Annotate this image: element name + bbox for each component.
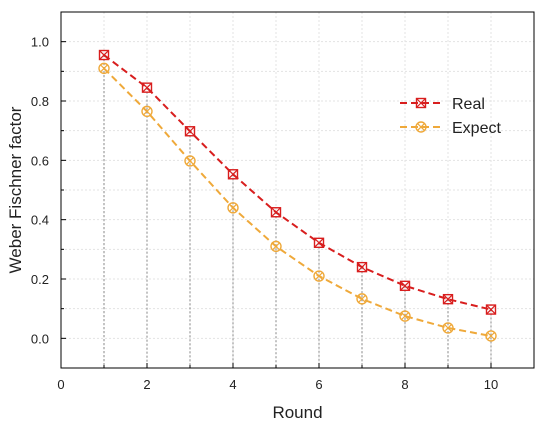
marker-expect	[442, 322, 454, 334]
x-tick-label: 10	[484, 377, 498, 392]
x-tick-label: 6	[315, 377, 322, 392]
legend-marker-expect	[415, 121, 427, 133]
marker-real	[399, 280, 411, 292]
legend-item-expect: Expect	[400, 120, 501, 137]
series-layer	[98, 49, 497, 342]
marker-real	[270, 207, 282, 218]
y-tick-label: 0.4	[31, 213, 49, 228]
marker-expect	[98, 62, 110, 75]
marker-real	[356, 261, 368, 273]
y-tick-label: 0.6	[31, 153, 49, 168]
marker-expect	[313, 270, 325, 282]
series-line-real	[103, 54, 492, 311]
drop-lines	[103, 55, 492, 368]
marker-expect	[141, 105, 153, 118]
x-tick-label: 2	[143, 377, 150, 392]
marker-real	[141, 82, 153, 93]
y-axis-title: Weber Fischner factor	[6, 106, 25, 273]
y-tick-label: 0.8	[31, 94, 49, 109]
x-tick-label: 8	[401, 377, 408, 392]
marker-expect	[485, 330, 497, 342]
y-tick-label: 1.0	[31, 35, 49, 50]
marker-expect	[399, 310, 411, 322]
marker-expect	[270, 240, 282, 253]
legend: Real Expect	[400, 96, 501, 137]
series-line-expect	[103, 67, 492, 337]
legend-marker-real	[415, 97, 427, 109]
marker-real	[485, 304, 497, 315]
legend-label-expect: Expect	[452, 120, 501, 137]
marker-real	[227, 169, 239, 180]
axes: 0 2 4 6 8 10 0.0 0.2 0.4 0.6 0.8 1.0	[31, 35, 498, 392]
grid-lines	[61, 12, 534, 368]
x-tick-label: 4	[229, 377, 236, 392]
marker-real	[313, 237, 325, 249]
marker-real	[184, 126, 196, 137]
marker-real	[442, 293, 454, 305]
marker-expect	[356, 293, 368, 305]
x-axis-title: Round	[272, 403, 322, 422]
legend-item-real: Real	[400, 96, 485, 113]
x-tick-label: 0	[57, 377, 64, 392]
y-tick-label: 0.0	[31, 331, 49, 346]
legend-label-real: Real	[452, 96, 485, 113]
y-tick-label: 0.2	[31, 272, 49, 287]
marker-real	[98, 49, 110, 61]
marker-expect	[184, 155, 196, 167]
marker-expect	[227, 202, 239, 214]
